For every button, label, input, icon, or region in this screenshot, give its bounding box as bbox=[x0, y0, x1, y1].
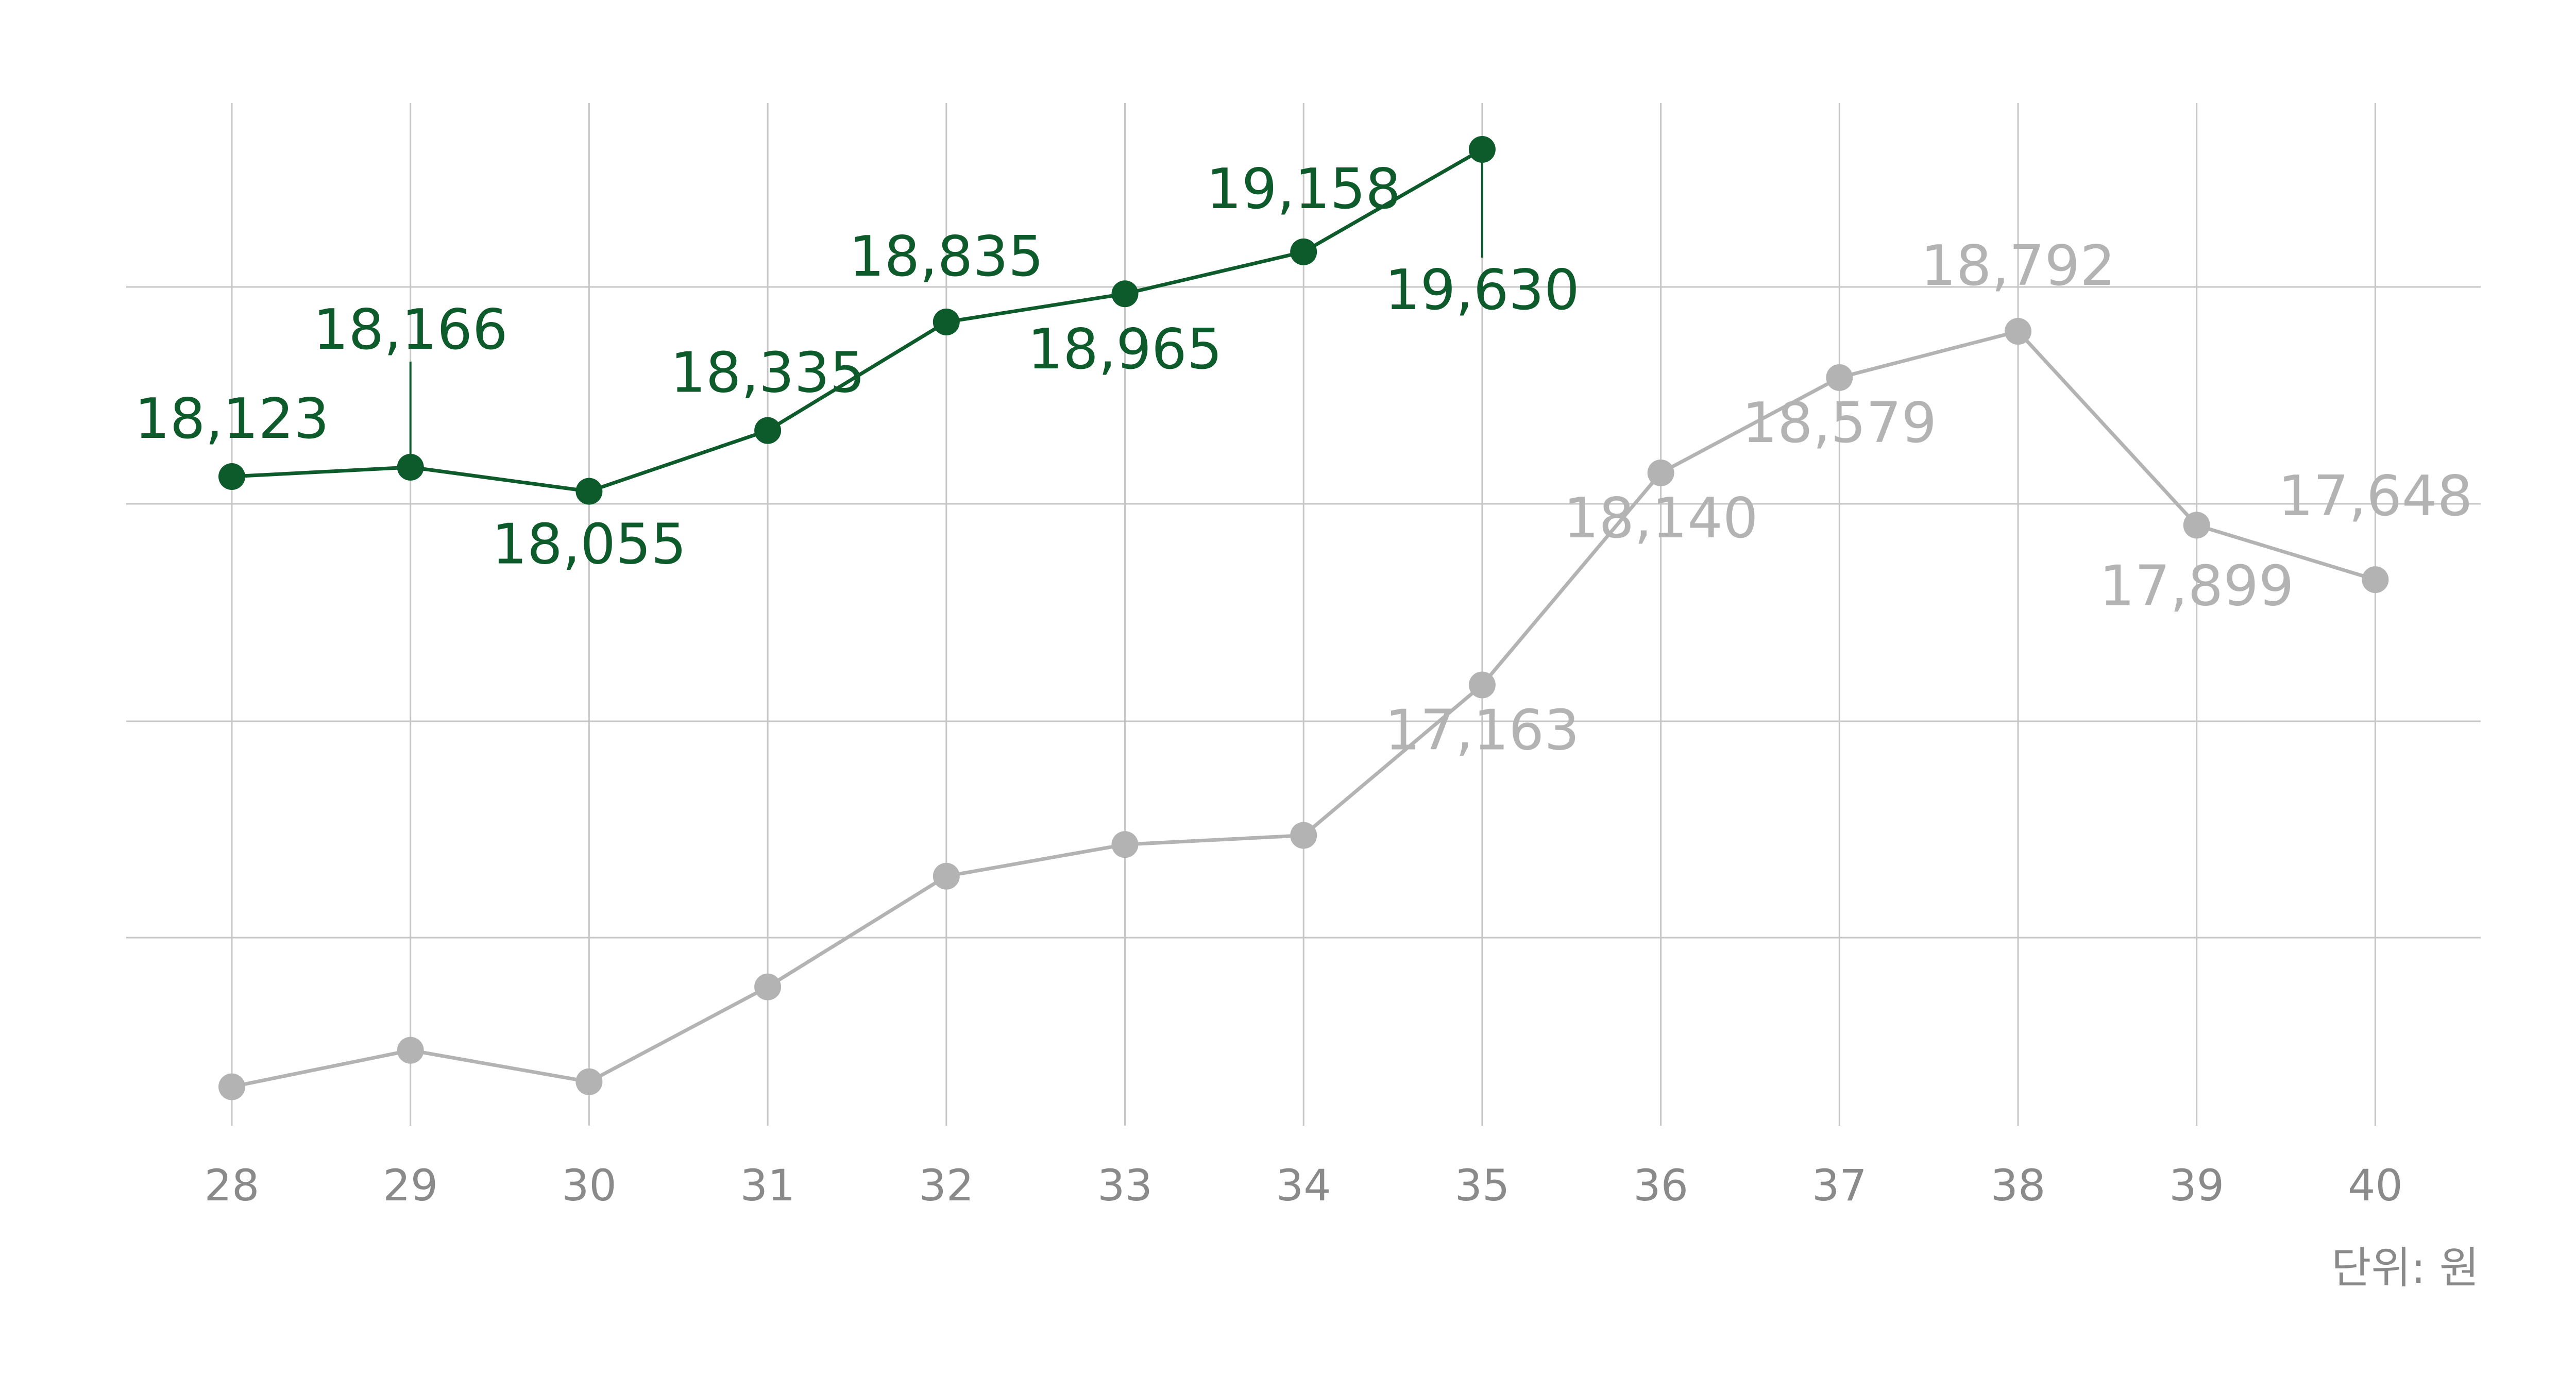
data-label-2: 17,163 bbox=[1385, 699, 1580, 763]
data-point-1 bbox=[575, 478, 603, 505]
data-point-2 bbox=[1647, 459, 1674, 486]
data-point-2 bbox=[2362, 566, 2389, 593]
data-label-1: 18,055 bbox=[492, 513, 686, 577]
x-tick-label: 37 bbox=[1812, 1160, 1867, 1211]
data-point-2 bbox=[2183, 512, 2210, 539]
data-point-2 bbox=[933, 862, 960, 890]
data-label-2: 18,579 bbox=[1742, 391, 1937, 455]
data-point-2 bbox=[575, 1068, 603, 1095]
data-point-2 bbox=[1826, 364, 1853, 391]
x-tick-label: 33 bbox=[1097, 1160, 1153, 1211]
data-label-1: 18,335 bbox=[670, 341, 865, 405]
series-layer bbox=[218, 136, 2389, 1100]
x-tick-label: 35 bbox=[1454, 1160, 1510, 1211]
data-point-1 bbox=[1111, 280, 1139, 308]
x-tick-label: 40 bbox=[2348, 1160, 2403, 1211]
data-label-2: 18,140 bbox=[1564, 486, 1758, 551]
unit-label: 단위: 원 bbox=[2331, 1243, 2479, 1293]
x-axis: 28 29 30 31 32 33 34 35 36 37 38 39 40 bbox=[205, 1160, 2403, 1211]
x-tick-label: 38 bbox=[1991, 1160, 2046, 1211]
data-label-1: 18,835 bbox=[849, 225, 1044, 289]
x-tick-label: 31 bbox=[740, 1160, 795, 1211]
data-point-1 bbox=[1290, 238, 1317, 265]
data-point-1 bbox=[754, 417, 782, 444]
data-label-layer: 17,163 18,140 18,579 18,792 17,899 17,648 18,1… bbox=[134, 149, 2472, 763]
data-point-2 bbox=[2005, 318, 2031, 345]
grid-layer bbox=[126, 103, 2481, 1126]
data-point-2 bbox=[1111, 831, 1139, 858]
series-line-1 bbox=[231, 147, 1483, 494]
x-tick-label: 39 bbox=[2169, 1160, 2224, 1211]
data-label-1: 18,965 bbox=[1028, 317, 1223, 382]
data-label-1: 18,166 bbox=[313, 298, 508, 362]
data-point-1 bbox=[218, 463, 245, 490]
data-point-2 bbox=[218, 1073, 245, 1100]
data-label-1: 19,158 bbox=[1206, 157, 1401, 222]
x-tick-label: 36 bbox=[1633, 1160, 1688, 1211]
data-label-2: 17,648 bbox=[2278, 464, 2472, 529]
x-tick-label: 28 bbox=[205, 1160, 260, 1211]
data-label-1: 18,123 bbox=[134, 387, 329, 451]
data-point-2 bbox=[397, 1037, 424, 1064]
data-point-1 bbox=[933, 308, 960, 335]
data-label-1: 19,630 bbox=[1385, 258, 1580, 323]
x-tick-label: 32 bbox=[919, 1160, 974, 1211]
data-point-2 bbox=[1468, 671, 1496, 699]
data-label-2: 18,792 bbox=[1921, 234, 2115, 298]
data-point-2 bbox=[1290, 822, 1317, 849]
data-point-2 bbox=[754, 973, 782, 1000]
x-tick-label: 29 bbox=[383, 1160, 438, 1211]
x-tick-label: 34 bbox=[1276, 1160, 1331, 1211]
data-label-2: 17,899 bbox=[2099, 554, 2294, 618]
x-tick-label: 30 bbox=[562, 1160, 617, 1211]
